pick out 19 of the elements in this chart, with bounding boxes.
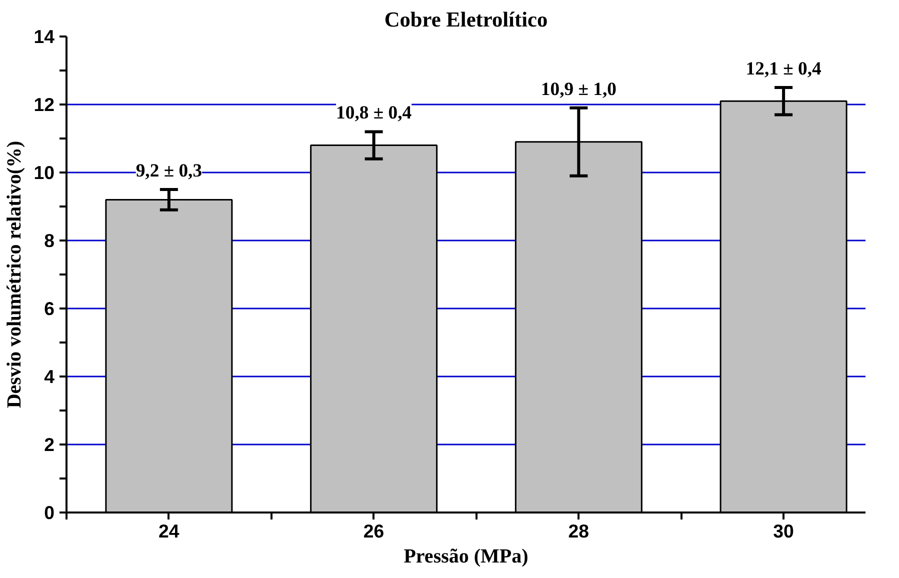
y-tick-label: 6 — [44, 298, 55, 319]
x-tick-label: 26 — [363, 520, 384, 542]
y-tick-label: 14 — [34, 26, 56, 47]
x-tick-label: 28 — [568, 520, 590, 542]
x-axis-title: Pressão (MPa) — [404, 546, 528, 568]
x-tick-label: 30 — [773, 520, 794, 542]
data-label: 12,1 ± 0,4 — [746, 58, 822, 80]
data-label: 9,2 ± 0,3 — [136, 160, 202, 182]
y-tick-label: 10 — [34, 162, 55, 183]
y-tick-label: 4 — [44, 366, 56, 387]
x-tick-label: 24 — [158, 520, 180, 542]
y-tick-label: 0 — [44, 502, 55, 523]
y-axis-title: Desvio volumétrico relativo(%) — [4, 140, 26, 408]
y-tick-label: 8 — [44, 230, 55, 251]
data-label: 10,8 ± 0,4 — [336, 102, 412, 124]
y-tick-label: 12 — [34, 94, 55, 115]
y-tick-label: 2 — [44, 434, 55, 455]
data-label: 10,9 ± 1,0 — [540, 78, 616, 100]
chart-title: Cobre Eletrolítico — [384, 8, 548, 32]
